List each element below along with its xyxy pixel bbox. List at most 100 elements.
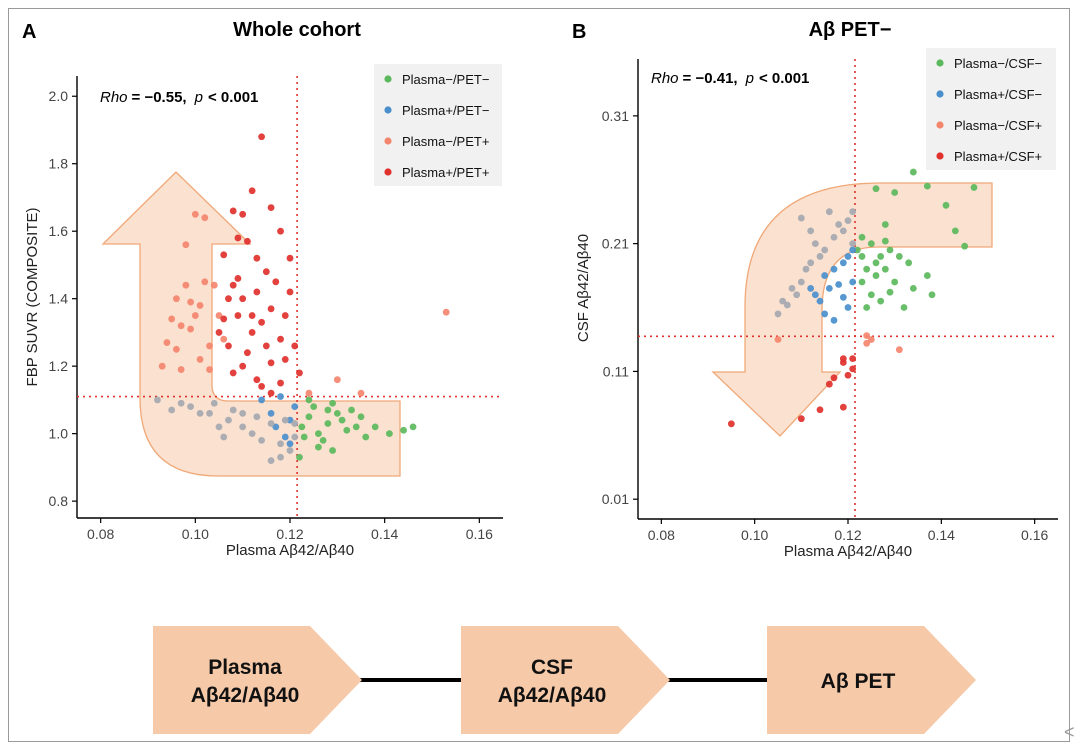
panel-b-data-point	[830, 316, 838, 324]
flow-box-csf-line1: CSF	[531, 656, 573, 679]
panel-b-p-value: < 0.001	[759, 70, 809, 87]
panel-a-data-point	[229, 369, 237, 377]
panel-b-title: Aβ PET−	[809, 19, 892, 41]
panel-b-data-point	[881, 221, 889, 228]
panel-b-data-point	[970, 184, 978, 191]
panel-a-data-point	[258, 383, 265, 390]
panel-a-data-point	[267, 359, 275, 367]
panel-a-legend-box	[374, 64, 502, 186]
panel-a-data-point	[348, 406, 355, 414]
panel-a-legend-swatch	[384, 168, 392, 176]
panel-a-data-point	[225, 342, 232, 350]
panel-b-data-point	[774, 336, 782, 343]
panel-b-data-point	[816, 406, 824, 414]
panel-a-data-point	[177, 366, 185, 373]
panel-a-data-point	[329, 399, 336, 407]
panel-a-data-point	[196, 302, 204, 309]
panel-b-data-point	[849, 365, 857, 373]
panel-b-data-point	[863, 265, 871, 273]
panel-b-data-point	[877, 297, 885, 305]
panel-a-data-point	[239, 423, 247, 431]
panel-a-data-point	[343, 426, 351, 434]
panel-a-data-point	[281, 416, 289, 424]
panel-a-data-point	[305, 413, 313, 421]
panel-a-ytick-label: 2.0	[49, 88, 69, 104]
panel-b-data-point	[844, 217, 852, 225]
panel-b-data-point	[821, 246, 829, 254]
panel-a-data-point	[244, 237, 251, 245]
panel-a-data-point	[267, 410, 275, 417]
panel-a-ytick-label: 1.2	[49, 358, 69, 374]
panel-a-data-point	[225, 295, 232, 303]
panel-b-data-point	[839, 227, 847, 235]
panel-b-ytick-label: 0.11	[603, 363, 629, 379]
panel-a-ytick-label: 1.0	[49, 426, 69, 442]
panel-a-data-point	[253, 413, 261, 421]
panel-a-data-point	[267, 420, 275, 427]
panel-b-data-point	[830, 233, 838, 241]
panel-b-data-point	[867, 240, 875, 248]
panel-a-ticks: 0.08 0.10 0.12 0.14 0.16 0.8 1.0 1.2 1.4 1.6 1.8 2.…	[49, 88, 494, 542]
panel-a-data-point	[258, 396, 265, 404]
corner-glyph: <	[1064, 722, 1075, 742]
panel-b-data-point	[844, 304, 852, 311]
panel-a-data-point	[291, 342, 299, 350]
panel-b-data-point	[788, 284, 796, 292]
panel-a-data-point	[177, 322, 185, 330]
panel-a-data-point	[201, 214, 209, 222]
panel-a-p-label: p	[194, 89, 203, 106]
panel-b-data-point	[807, 227, 815, 235]
panel-b-legend: Plasma−/CSF− Plasma+/CSF− Plasma−/CSF+ Plas…	[936, 56, 1042, 164]
panel-a-data-point	[206, 410, 213, 417]
panel-a-data-point	[215, 423, 223, 431]
panel-a-data-point	[277, 335, 284, 343]
panel-b-data-point	[825, 208, 833, 216]
panel-b-legend-box	[926, 48, 1056, 170]
panel-b-legend-swatch	[936, 121, 944, 129]
panel-a-data-point	[215, 312, 223, 319]
panel-a-data-point	[210, 281, 218, 289]
panel-a-xtick-label: 0.10	[182, 526, 209, 542]
panel-a-data-point	[267, 204, 275, 211]
panel-b-data-point	[923, 182, 931, 190]
panel-a-data-point	[253, 254, 261, 262]
panel-a-legend-label: Plasma+/PET−	[402, 103, 489, 118]
panel-a-data-point	[338, 416, 346, 424]
panel-b-data-point	[849, 278, 857, 286]
panel-a-data-point	[239, 295, 247, 303]
panel-b-ticks: 0.08 0.10 0.12 0.14 0.16 0.01 0.11 0.21 0.31	[602, 108, 1049, 543]
panel-b-data-point	[839, 403, 847, 411]
panel-a-xtick-label: 0.08	[87, 526, 114, 542]
panel-a-data-point	[333, 376, 341, 384]
panel-a-legend-swatch	[384, 106, 392, 114]
panel-b-legend-label: Plasma−/CSF−	[954, 56, 1042, 71]
panel-b-trend-arrow	[711, 182, 993, 437]
panel-b-data-point	[844, 371, 852, 379]
panel-b-data-point	[895, 253, 903, 260]
panel-a-data-point	[296, 453, 303, 461]
panel-a-trend-arrow	[101, 171, 401, 477]
panel-b-letter: B	[572, 21, 586, 43]
panel-a-legend-swatch	[384, 75, 392, 83]
panel-a-data-point	[258, 436, 265, 444]
panel-a-data-point	[173, 345, 180, 353]
panel-a-data-point	[225, 416, 232, 424]
panel-b-data-point	[853, 246, 861, 254]
panel-b-legend-label: Plasma+/CSF−	[954, 87, 1042, 102]
panel-a-data-point	[182, 281, 190, 289]
panel-b-data-point	[858, 233, 866, 241]
panel-a-ytick-label: 1.8	[49, 156, 69, 172]
panel-a-data-point	[248, 187, 256, 195]
panel-b-data-point	[942, 201, 950, 209]
panel-a-ytick-label: 1.4	[49, 291, 69, 307]
panel-a-data-point	[386, 430, 393, 438]
panel-a-rho-value: = −0.55,	[132, 89, 187, 106]
panel-a-data-point	[229, 406, 237, 414]
panel-a-data-point	[298, 423, 306, 431]
panel-b-data-point	[886, 246, 894, 254]
panel-b-xtick-label: 0.08	[648, 527, 675, 543]
panel-a-data-point	[234, 312, 242, 319]
panel-a-data-point	[272, 423, 280, 431]
panel-a-data-point	[168, 315, 176, 323]
panel-a-data-point	[281, 433, 289, 441]
